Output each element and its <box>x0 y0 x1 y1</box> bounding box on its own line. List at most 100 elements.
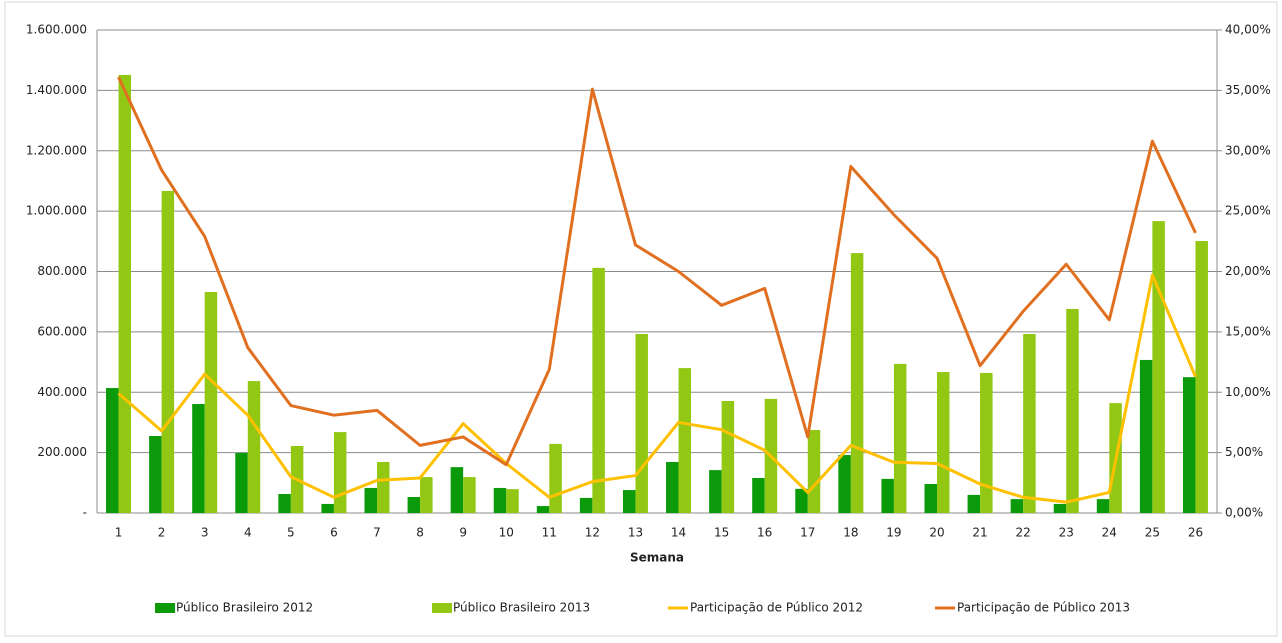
x-tick-label: 7 <box>373 526 381 540</box>
x-tick-label: 22 <box>1016 526 1031 540</box>
x-tick-label: 26 <box>1188 526 1203 540</box>
bar <box>192 404 205 513</box>
x-tick-label: 13 <box>628 526 643 540</box>
bar <box>149 436 162 513</box>
y-tick-label: 400.000 <box>37 385 87 399</box>
y-tick-label: 200.000 <box>37 445 87 459</box>
bar <box>881 478 894 513</box>
bar <box>967 494 981 513</box>
bar <box>850 253 864 513</box>
bar <box>893 363 907 513</box>
y-tick-label: 800.000 <box>37 264 87 278</box>
bar <box>1066 308 1079 513</box>
x-tick-label: 6 <box>330 526 338 540</box>
bar <box>592 267 605 513</box>
y-tick-label: - <box>83 506 87 520</box>
legend-label: Participação de Público 2013 <box>957 601 1130 615</box>
bar <box>506 489 519 513</box>
bar <box>278 493 291 513</box>
bar <box>106 388 119 513</box>
legend-swatch <box>432 603 452 613</box>
x-tick-label: 24 <box>1102 526 1117 540</box>
x-tick-label: 23 <box>1059 526 1074 540</box>
x-tick-label: 11 <box>542 526 557 540</box>
bar <box>622 490 636 513</box>
y2-tick-label: 40,00% <box>1225 23 1271 37</box>
bar <box>420 477 433 513</box>
x-tick-label: 18 <box>843 526 858 540</box>
x-tick-label: 25 <box>1145 526 1160 540</box>
bar <box>364 487 377 513</box>
y-tick-label: 600.000 <box>37 324 87 338</box>
y2-tick-label: 25,00% <box>1225 204 1271 218</box>
bar <box>937 372 950 513</box>
bar <box>463 477 476 513</box>
x-tick-label: 2 <box>158 526 166 540</box>
bar <box>407 497 421 513</box>
bar <box>333 432 347 513</box>
y-tick-label: 1.600.000 <box>26 23 87 37</box>
bar <box>1139 359 1153 513</box>
x-tick-label: 15 <box>714 526 729 540</box>
bar <box>721 401 735 513</box>
x-tick-label: 19 <box>886 526 901 540</box>
bar <box>579 497 593 513</box>
legend-swatch <box>155 603 175 613</box>
y-tick-label: 1.400.000 <box>26 83 87 97</box>
bar <box>1010 499 1024 513</box>
bar <box>635 333 648 513</box>
bar <box>678 368 692 513</box>
legend-label: Público Brasileiro 2013 <box>453 601 590 615</box>
bar <box>321 503 334 513</box>
bar <box>1023 333 1036 513</box>
bar <box>235 452 248 513</box>
legend-label: Participação de Público 2012 <box>690 601 863 615</box>
bar <box>161 190 175 514</box>
bar <box>924 484 937 513</box>
y2-tick-label: 15,00% <box>1225 324 1271 338</box>
bar <box>536 506 550 513</box>
x-tick-label: 20 <box>929 526 944 540</box>
legend-label: Público Brasileiro 2012 <box>176 601 313 615</box>
bar <box>204 292 218 513</box>
bar <box>1096 499 1110 513</box>
y2-tick-label: 20,00% <box>1225 264 1271 278</box>
x-tick-label: 21 <box>972 526 987 540</box>
x-tick-label: 4 <box>244 526 252 540</box>
bar <box>1195 241 1208 513</box>
bar <box>549 443 562 513</box>
line <box>117 273 1197 504</box>
bar <box>1053 503 1067 513</box>
bar <box>1182 377 1196 513</box>
x-tick-label: 12 <box>585 526 600 540</box>
bar <box>450 467 464 513</box>
x-tick-label: 17 <box>800 526 815 540</box>
bar <box>709 470 722 513</box>
bar <box>118 74 132 514</box>
x-tick-label: 3 <box>201 526 209 540</box>
x-tick-label: 10 <box>499 526 514 540</box>
bar <box>838 455 851 513</box>
bar <box>247 381 261 513</box>
bar <box>666 461 679 513</box>
y2-tick-label: 5,00% <box>1225 445 1263 459</box>
x-axis-label: Semana <box>630 551 684 565</box>
x-tick-label: 16 <box>757 526 772 540</box>
bar <box>807 429 821 513</box>
chart-frame <box>4 1 1278 637</box>
y2-tick-label: 0,00% <box>1225 506 1263 520</box>
bar <box>795 488 808 513</box>
y2-tick-label: 10,00% <box>1225 385 1271 399</box>
y-tick-label: 1.000.000 <box>26 204 87 218</box>
x-tick-label: 14 <box>671 526 686 540</box>
bar <box>493 487 507 513</box>
x-tick-label: 1 <box>115 526 123 540</box>
x-tick-label: 5 <box>287 526 295 540</box>
x-tick-label: 8 <box>416 526 424 540</box>
y2-tick-label: 30,00% <box>1225 143 1271 157</box>
y-tick-label: 1.200.000 <box>26 143 87 157</box>
bar <box>377 461 390 513</box>
bar <box>980 372 993 513</box>
x-tick-label: 9 <box>459 526 467 540</box>
